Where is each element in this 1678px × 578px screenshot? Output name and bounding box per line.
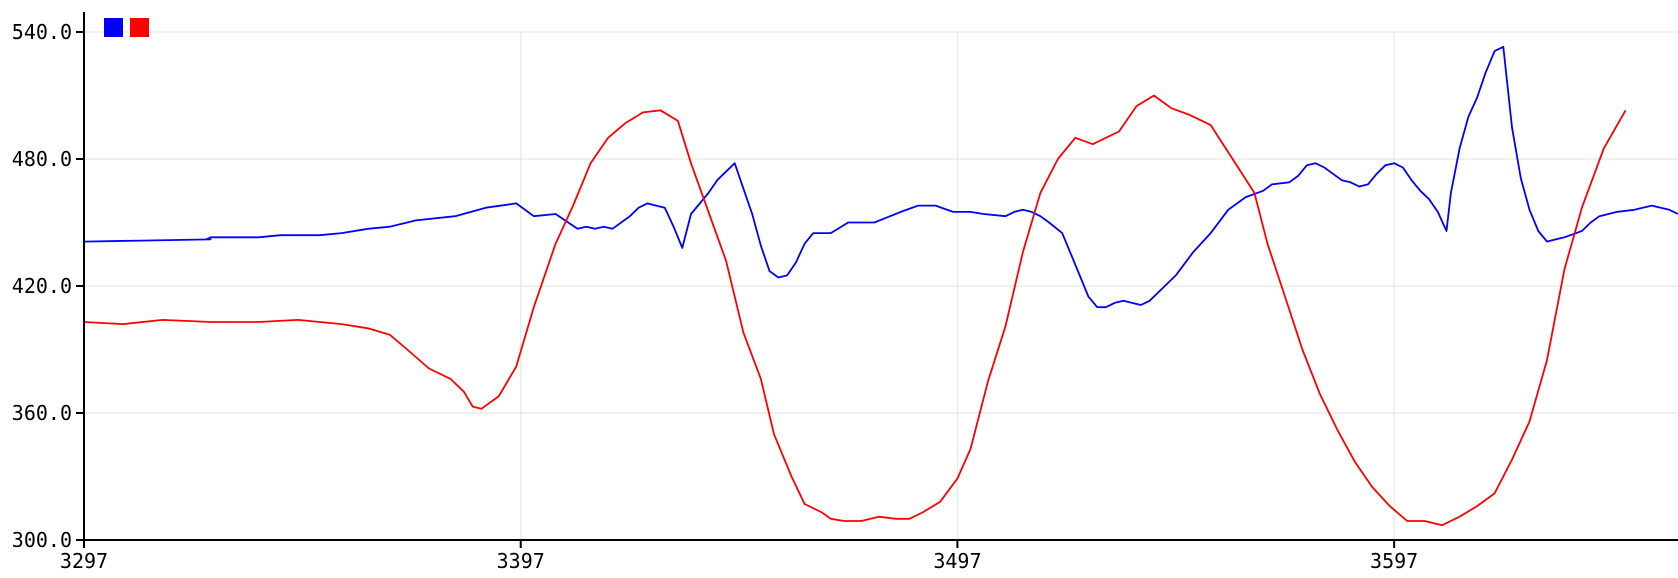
y-tick-label: 420.0 [12,274,72,298]
y-tick-labels: 300.0 360.0 420.0 480.0 540.0 [12,20,72,552]
x-tick-label: 3397 [497,549,545,573]
legend-swatch-2 [130,18,149,37]
x-tick-label: 3297 [60,549,108,573]
y-tick-label: 300.0 [12,528,72,552]
x-tick-labels: 3297 3397 3497 3597 [60,549,1418,573]
legend [104,18,149,37]
series-line-2 [83,94,1627,527]
axes [76,12,1678,548]
y-tick-label: 360.0 [12,401,72,425]
y-tick-label: 480.0 [12,147,72,171]
x-tick-label: 3597 [1370,549,1418,573]
grid-lines [84,31,1678,540]
y-tick-label: 540.0 [12,20,72,44]
series-layer [83,45,1678,527]
x-tick-label: 3497 [933,549,981,573]
legend-swatch-1 [104,18,123,37]
series-line-1 [83,45,1678,309]
